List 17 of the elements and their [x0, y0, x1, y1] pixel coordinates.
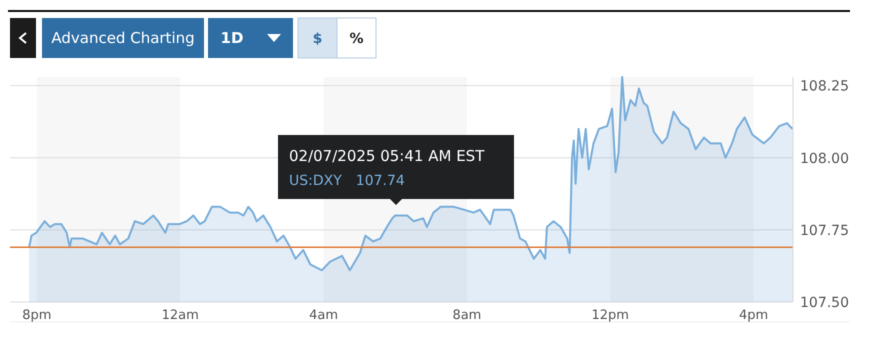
x-tick-label: 12am: [162, 308, 199, 323]
text: 1D: [220, 29, 244, 47]
y-tick-label: 107.50: [800, 295, 849, 311]
text: $: [312, 31, 322, 47]
x-tick-label: 4pm: [738, 308, 768, 323]
y-tick-label: 108.25: [800, 78, 849, 95]
x-tick-label: 8pm: [22, 308, 52, 323]
x-tick-label: 12pm: [592, 308, 629, 323]
text: US:DXY: [289, 173, 342, 189]
text: %: [349, 31, 364, 47]
annotation: 02/07/2025 05:41 AM EST: [289, 147, 486, 165]
y-tick-label: 107.75: [800, 222, 849, 239]
x-tick-label: 8am: [452, 308, 482, 323]
annotation: 107.74: [356, 173, 405, 189]
text: Advanced Charting: [51, 29, 195, 47]
x-tick-label: 4am: [309, 308, 338, 323]
y-tick-label: 108.00: [800, 150, 849, 167]
